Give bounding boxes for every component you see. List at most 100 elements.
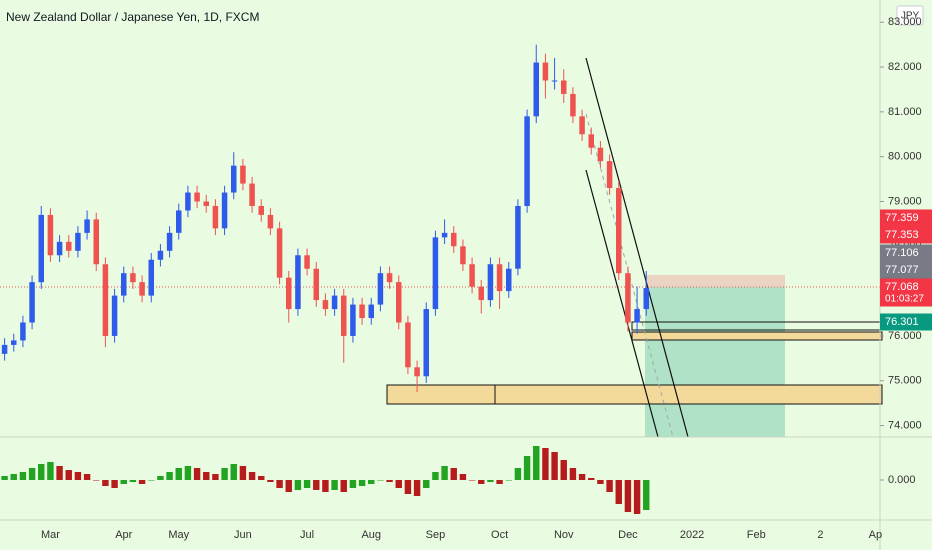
candle-body [551,80,558,82]
indicator-bar [166,472,173,480]
currency-label[interactable]: JPY [901,11,920,22]
candle-body [267,214,274,229]
indicator-bar [38,464,45,480]
indicator-bar [285,480,292,492]
candle-body [542,62,549,81]
indicator-bar [93,480,100,481]
candle-body [432,237,439,310]
indicator-bar [432,472,439,480]
candle-body [212,205,219,229]
candle-body [441,232,448,238]
indicator-bar [74,472,82,480]
indicator-bar [258,476,265,480]
candle-body [166,232,173,251]
x-tick-label: Ap [869,529,882,541]
price-label-box [880,209,932,227]
candle-body [84,219,90,233]
price-label-box [880,261,932,279]
channel-line [585,169,659,438]
indicator-bar [633,480,641,514]
indicator-bar [395,480,402,488]
price-label: 77.359 [885,212,919,224]
y-tick-label: 80.000 [888,151,922,163]
candle-body [1,344,8,354]
x-tick-label: 2 [817,529,823,541]
indicator-bar [239,466,247,480]
candle-body [561,80,567,94]
x-tick-label: Dec [618,529,638,541]
candle-body [579,116,585,135]
y-tick-label: 82.000 [888,61,922,73]
candle-body [93,219,99,265]
candle-body [588,134,594,148]
indicator-bar [148,480,155,481]
indicator-bar [368,480,375,484]
candle-body [258,205,264,215]
drawings [0,57,883,438]
indicator-bar [413,480,421,496]
countdown: 01:03:27 [885,294,924,305]
x-tick-label: Aug [361,529,381,541]
candle-body [386,273,393,283]
x-tick-label: Jun [234,529,252,541]
candle-body [533,62,539,117]
candle-body [616,188,622,274]
target-zone [645,287,785,437]
candle-body [368,304,374,319]
candle-body [47,214,54,256]
candle-body [304,255,310,269]
price-label-box [880,313,932,331]
candle-body [75,232,81,251]
indicator-bar [129,480,137,482]
currency-button[interactable] [896,5,924,26]
indicator-bar [267,480,274,482]
price-label: 77.353 [885,229,919,241]
indicator-bar [138,480,146,484]
indicator-bar [1,476,8,480]
indicator-bar [221,468,228,480]
candle-body [249,183,255,206]
indicator-bar [175,468,182,480]
candle-body [20,322,26,341]
candle-body [469,264,475,287]
price-label: 77.106 [885,247,919,259]
indicator-bar [597,480,604,484]
x-tick-label: Apr [115,529,132,541]
candle-body [102,264,109,336]
candle-body [56,241,63,256]
indicator-bar [386,480,393,482]
x-tick-label: 2022 [680,529,704,541]
indicator-bar [377,480,384,481]
indicator-bar [111,480,118,488]
x-tick-label: Jul [300,529,314,541]
indicator-bar [643,480,650,510]
candle-body [111,295,118,336]
candle-body [231,165,237,193]
candle-body [38,214,44,283]
x-tick-label: May [168,529,189,541]
candle-body [130,273,136,283]
candle-body [414,367,420,377]
indicator-bar [102,480,109,486]
y-tick-label: 83.000 [888,16,922,28]
indicator-bar [349,480,357,488]
indicator-bar [184,466,192,480]
indicator-bar [606,480,613,492]
indicator-bar [551,452,558,480]
candle-body [194,192,200,202]
price-label: 77.068 [885,281,919,293]
support-zone [386,384,883,405]
candle-body [606,161,613,189]
price-label-box [880,244,932,262]
indicator-bar [487,480,494,482]
indicator-bar [193,468,201,480]
indicator-bar [340,480,347,492]
indicator-bar [56,466,63,480]
candle-body [139,282,145,296]
indicator-bar [542,448,549,480]
indicator-bar [47,462,54,480]
indicator-bar [331,480,338,490]
candle-body [634,309,640,323]
price-label: 76.301 [885,316,919,328]
